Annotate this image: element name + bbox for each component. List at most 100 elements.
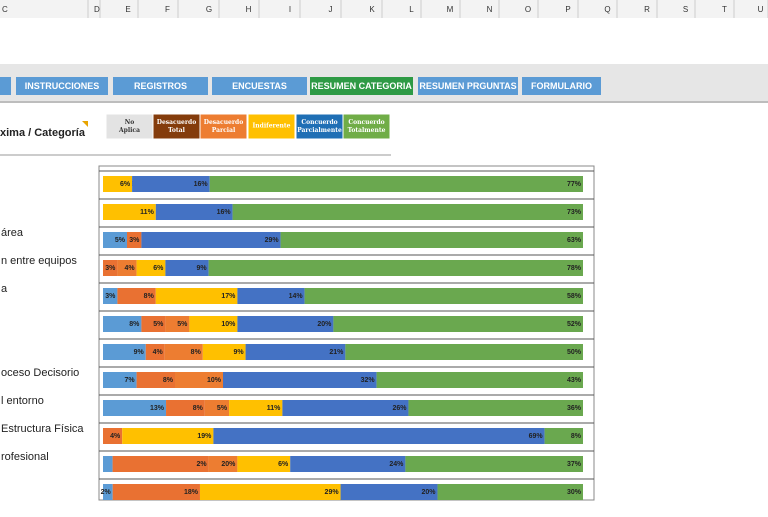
value-label: 63% [567,237,582,244]
value-label: 3% [105,293,116,300]
value-label: 9% [233,349,244,356]
value-label: 8% [571,433,582,440]
bar-segment [103,456,113,472]
bar-segment [408,400,583,416]
legend-swatch [247,113,296,140]
value-label: 7% [124,377,135,384]
value-label: 20% [221,461,236,468]
category-label: n entre equipos [1,255,77,267]
value-label: 5% [217,405,228,412]
value-label: 30% [567,489,582,496]
bar-segment [304,288,583,304]
sheet-tab[interactable] [522,77,601,95]
value-label: 10% [207,377,222,384]
value-label: 24% [389,461,404,468]
bar-segment [132,176,210,192]
sheet-tab[interactable] [310,77,413,95]
column-header: J [329,5,333,14]
legend-label: Indiferente [253,123,291,130]
value-label: 14% [289,293,304,300]
column-header: I [289,5,291,14]
sheet-tab-label: RESUMEN PRGUNTAS [419,81,516,91]
bar-segment [199,484,341,500]
bar-segment [165,316,190,332]
legend-label: Concuerdo Totalmente [348,119,386,134]
bar-segment [103,316,142,332]
value-label: 17% [221,293,236,300]
value-label: 58% [567,293,582,300]
bar-segment [237,456,291,472]
bar-segment [333,316,583,332]
bar-segment [175,372,223,388]
value-label: 4% [153,349,164,356]
sheet-tab[interactable] [418,77,518,95]
comment-marker [82,121,88,127]
value-label: 69% [529,433,544,440]
value-label: 19% [197,433,212,440]
legend-label: No Aplica [118,119,140,134]
value-label: 16% [194,181,209,188]
bar-segment [209,176,583,192]
category-label: oceso Decisorio [1,367,79,379]
value-label: 32% [361,377,376,384]
value-label: 18% [184,489,199,496]
bar-segment [165,260,209,276]
value-label: 29% [265,237,280,244]
column-header: C [2,5,8,14]
value-label: 11% [267,405,281,412]
column-header: M [447,5,454,14]
bar-segment [103,288,118,304]
bar-segment [127,232,142,248]
value-label: 29% [325,489,340,496]
bar-segment [117,288,156,304]
value-label: 16% [217,209,232,216]
bar-segment [437,484,583,500]
bar-segment [103,484,113,500]
sheet-tab-label: REGISTROS [134,81,187,91]
category-label: Estructura Física [1,423,84,435]
chart-frame [98,165,595,501]
value-label: 2% [101,489,112,496]
value-label: 6% [278,461,289,468]
bar-segment [237,316,334,332]
heading: xima / Categoría [0,127,86,139]
sheet-tab[interactable] [16,77,108,95]
bar-segment [103,400,167,416]
value-label: 8% [144,293,155,300]
column-header: K [369,5,375,14]
column-header: E [125,5,130,14]
value-label: 20% [422,489,437,496]
bar-segment [112,456,209,472]
bar-segment [208,456,238,472]
category-label: área [1,227,24,239]
value-label: 5% [177,321,188,328]
sheet-tab-label: INSTRUCCIONES [25,81,100,91]
value-label: 13% [150,405,165,412]
bar-segment [232,204,583,220]
bar-segment [155,288,238,304]
column-header: P [565,5,570,14]
value-label: 8% [163,377,174,384]
value-label: 20% [317,321,332,328]
bar-segment [340,484,438,500]
column-header: D [94,5,100,14]
value-label: 6% [120,181,131,188]
bar-segment [141,316,166,332]
sheet-tab-label: ENCUESTAS [232,81,287,91]
column-header: H [246,5,252,14]
bar-segment [208,260,583,276]
column-header-bar [0,0,768,18]
value-label: 3% [129,237,140,244]
sheet-tab[interactable] [113,77,208,95]
sheet-tab[interactable] [212,77,307,95]
column-header: G [206,5,212,14]
value-label: 4% [124,265,135,272]
column-header: N [487,5,493,14]
bar-segment [164,344,203,360]
bar-segment [155,204,233,220]
value-label: 77% [567,181,582,188]
bar-segment [229,400,283,416]
column-header: T [722,5,727,14]
value-label: 78% [567,265,582,272]
bar-segment [117,260,137,276]
